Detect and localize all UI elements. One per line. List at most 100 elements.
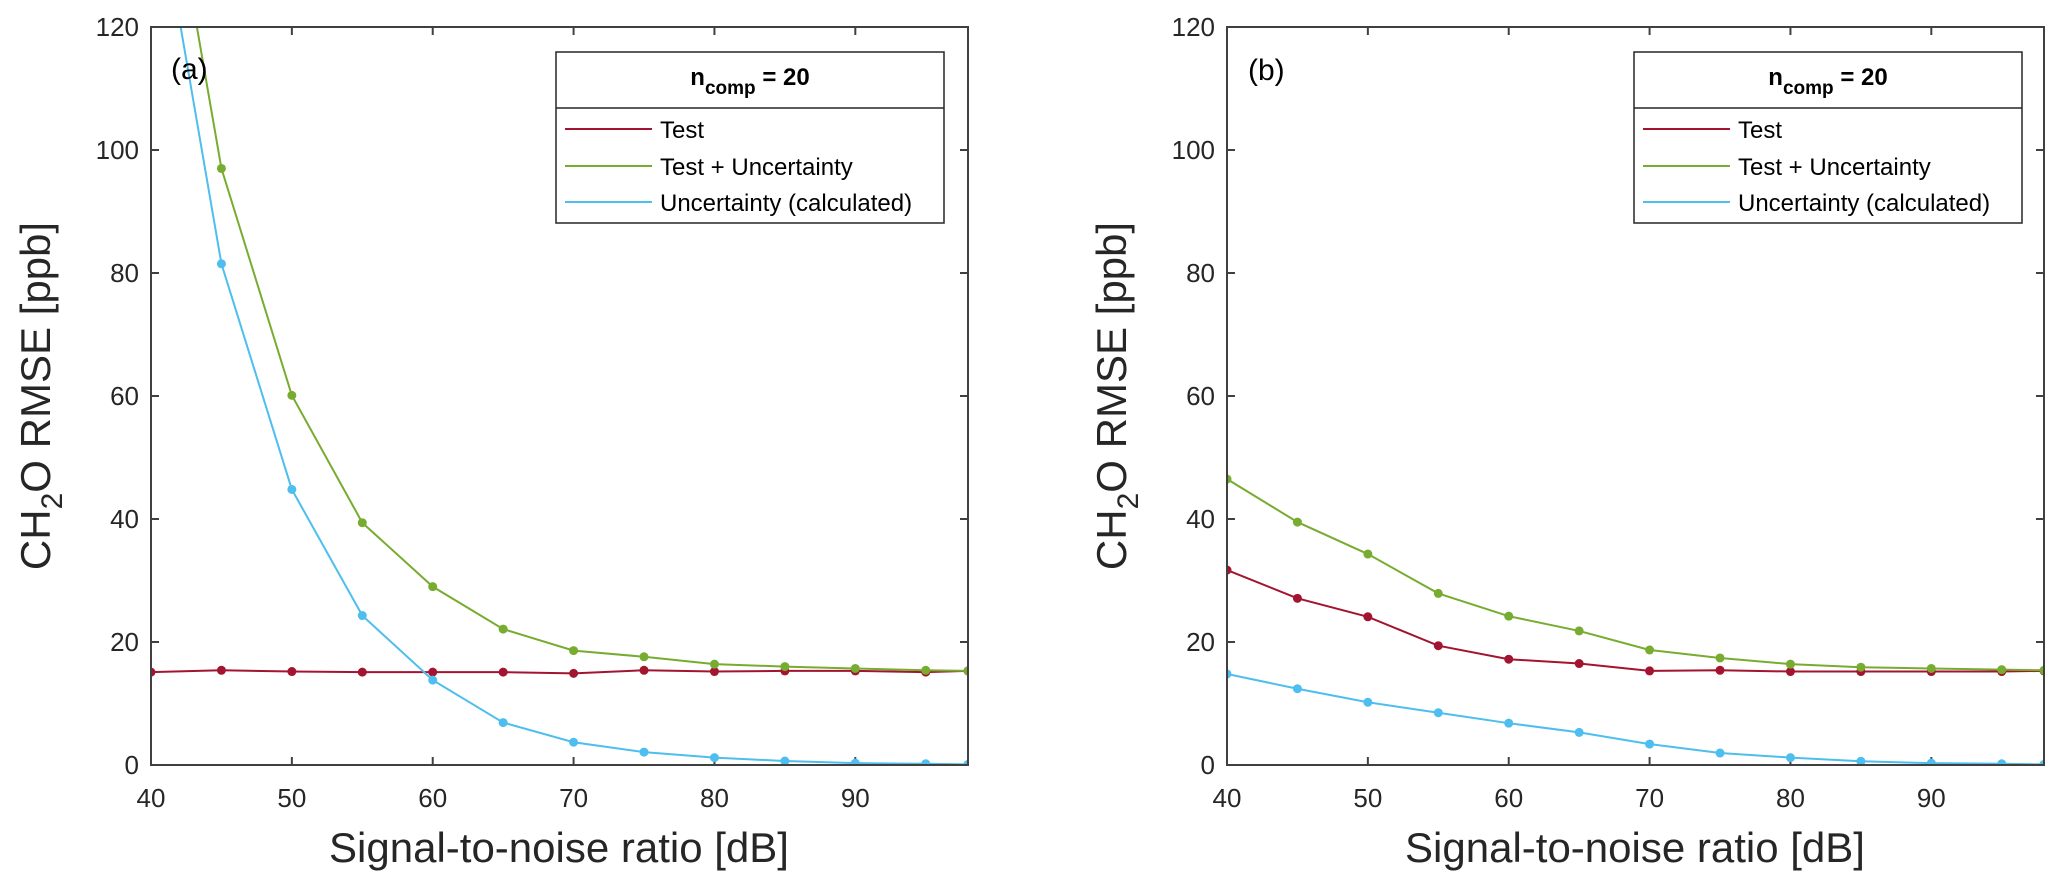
x-tick-label: 60: [1494, 783, 1523, 813]
y-tick-label: 80: [1186, 258, 1215, 288]
data-point: [1433, 588, 1443, 598]
y-axis-title: CH2O RMSE [ppb]: [12, 222, 69, 570]
series-line: [151, 669, 968, 675]
legend-item: Uncertainty (calculated): [1643, 190, 1990, 217]
panel-label: (a): [171, 53, 208, 86]
series-uncertainty-calculated: [179, 27, 968, 765]
data-point: [216, 163, 226, 173]
panel-b: CH2O RMSE [ppb] Signal-to-noise ratio [d…: [1088, 12, 2045, 871]
x-tick-label: 80: [1776, 783, 1805, 813]
data-point: [357, 518, 367, 528]
y-tick-label: 20: [110, 627, 139, 657]
data-point: [1504, 718, 1514, 728]
data-point: [921, 759, 931, 765]
data-point: [1227, 669, 1232, 679]
legend-item: Test + Uncertainty: [1643, 154, 1931, 181]
data-point: [216, 259, 226, 269]
data-point: [1574, 626, 1584, 636]
y-axis-title-rest: O RMSE [ppb]: [1088, 222, 1135, 493]
y-tick-label: 20: [1186, 627, 1215, 657]
data-point: [850, 758, 860, 765]
panel-label: (b): [1248, 54, 1285, 87]
data-point: [1715, 748, 1725, 758]
data-point: [1292, 684, 1302, 694]
data-point: [1785, 667, 1795, 677]
data-point: [569, 646, 579, 656]
data-point: [2039, 665, 2044, 675]
data-point: [1504, 654, 1514, 664]
x-tick-label: 50: [277, 783, 306, 813]
data-point: [963, 759, 968, 765]
legend-title-main: n: [690, 64, 705, 91]
data-point: [1363, 612, 1373, 622]
ticks: 40 50 60 70 80 90 0 20 40 60 80 100 120: [96, 12, 968, 813]
data-point: [569, 668, 579, 678]
data-point: [709, 667, 719, 677]
data-point: [1785, 659, 1795, 669]
data-point: [428, 582, 438, 592]
data-point: [1292, 517, 1302, 527]
data-point: [1856, 756, 1866, 765]
data-point: [498, 667, 508, 677]
x-tick-label: 40: [137, 783, 166, 813]
series-uncertainty-calculated: [1227, 669, 2044, 765]
data-point: [1504, 611, 1514, 621]
data-point: [1645, 645, 1655, 655]
legend: ncomp = 20 Test Test + Uncertainty Uncertai…: [1633, 51, 2023, 224]
series-test-uncertainty: [195, 27, 968, 676]
data-point: [1785, 753, 1795, 763]
data-point: [921, 665, 931, 675]
data-point: [1227, 474, 1232, 484]
data-point: [1574, 659, 1584, 669]
y-axis-title-text: CH2O RMSE [ppb]: [1088, 222, 1145, 570]
series-line: [1227, 673, 2044, 765]
data-point: [498, 624, 508, 634]
y-tick-label: 100: [96, 135, 139, 165]
data-point: [1997, 665, 2007, 675]
y-axis-title-rest: O RMSE [ppb]: [12, 222, 59, 493]
data-point: [1363, 697, 1373, 707]
legend-title-sub: comp: [705, 78, 756, 99]
legend-title-main: n: [1768, 64, 1783, 91]
x-tick-label: 80: [700, 783, 729, 813]
x-tick-label: 60: [418, 783, 447, 813]
data-point: [287, 667, 297, 677]
legend-title-sub: comp: [1783, 78, 1834, 99]
legend-label: Test + Uncertainty: [1738, 154, 1931, 181]
data-point: [709, 753, 719, 763]
y-tick-label: 60: [1186, 381, 1215, 411]
data-point: [639, 652, 649, 662]
data-point: [357, 667, 367, 677]
legend-label: Test: [1738, 117, 1782, 144]
legend: ncomp = 20 Test Test + Uncertainty Uncertai…: [555, 51, 945, 224]
data-point: [780, 756, 790, 765]
legend-title: ncomp = 20: [1768, 64, 1887, 99]
panel-a: CH2O RMSE [ppb] Signal-to-noise ratio [d…: [12, 12, 969, 871]
data-point: [1645, 739, 1655, 749]
legend-item: Test + Uncertainty: [565, 154, 853, 181]
data-point: [850, 663, 860, 673]
y-axis-title-main: CH: [1088, 509, 1135, 570]
y-tick-label: 120: [1172, 12, 1215, 42]
legend-title: ncomp = 20: [690, 64, 809, 99]
y-axis-title: CH2O RMSE [ppb]: [1088, 222, 1145, 570]
legend-box: [555, 51, 945, 224]
data-point: [1292, 593, 1302, 603]
data-point: [216, 665, 226, 675]
data-point: [2039, 759, 2044, 765]
data-point: [569, 737, 579, 747]
y-axis-title-sub: 2: [36, 493, 69, 510]
x-tick-label: 50: [1353, 783, 1382, 813]
x-tick-label: 40: [1213, 783, 1242, 813]
data-point: [1715, 665, 1725, 675]
data-point: [357, 611, 367, 621]
data-point: [639, 747, 649, 757]
data-point: [1433, 708, 1443, 718]
legend-box: [1633, 51, 2023, 224]
data-point: [287, 484, 297, 494]
x-tick-label: 90: [841, 783, 870, 813]
series-layer: [151, 27, 968, 765]
x-axis-title: Signal-to-noise ratio [dB]: [1405, 824, 1865, 871]
y-tick-label: 80: [110, 258, 139, 288]
